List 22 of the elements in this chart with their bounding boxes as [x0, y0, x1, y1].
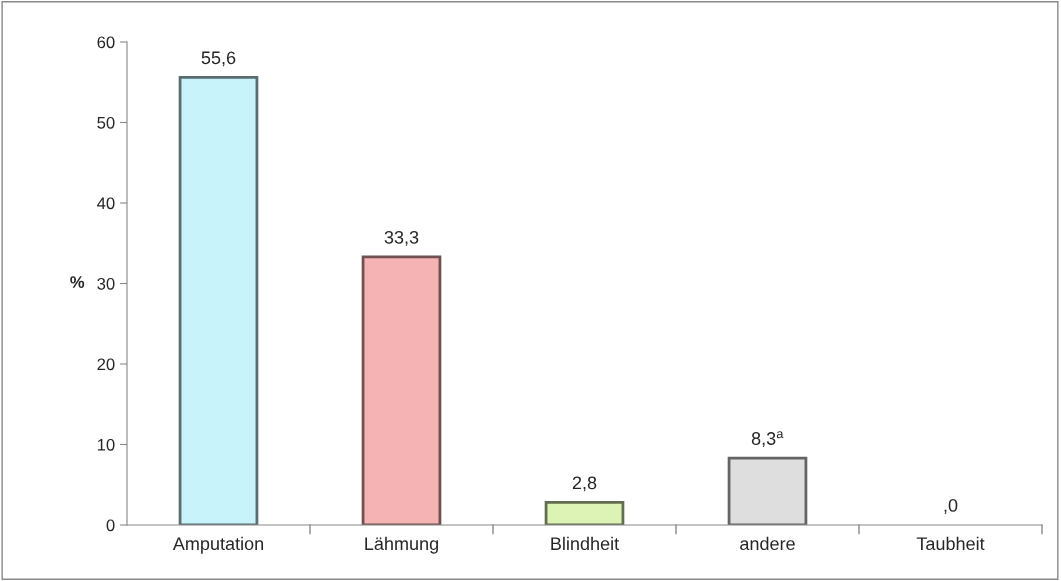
y-tick-label: 0: [106, 519, 115, 532]
data-label: 8,3$^{a}$: [751, 431, 784, 448]
y-tick-label: 10: [97, 438, 115, 451]
y-tick-label: 30: [97, 277, 115, 290]
x-tick-label: Amputation: [172, 536, 263, 554]
x-tick-label: andere: [740, 536, 795, 551]
bar: [544, 501, 625, 525]
y-axis-title: %: [70, 276, 85, 288]
bar: [361, 255, 442, 525]
data-label: ,0: [944, 498, 958, 514]
data-label: 2,8: [572, 476, 597, 492]
bar: [178, 76, 259, 525]
x-tick-label: Taubheit: [916, 536, 985, 551]
y-tick-label: 50: [97, 116, 115, 129]
x-tick-label: Lähmung: [365, 536, 438, 554]
bar: [727, 456, 808, 525]
y-tick-label: 20: [97, 358, 115, 371]
y-tick-label: 60: [97, 36, 115, 49]
data-label: 33,3: [384, 230, 419, 246]
x-tick-label: Blindheit: [551, 536, 619, 551]
y-tick-label: 40: [97, 197, 115, 210]
data-label: 55,6: [201, 51, 236, 67]
